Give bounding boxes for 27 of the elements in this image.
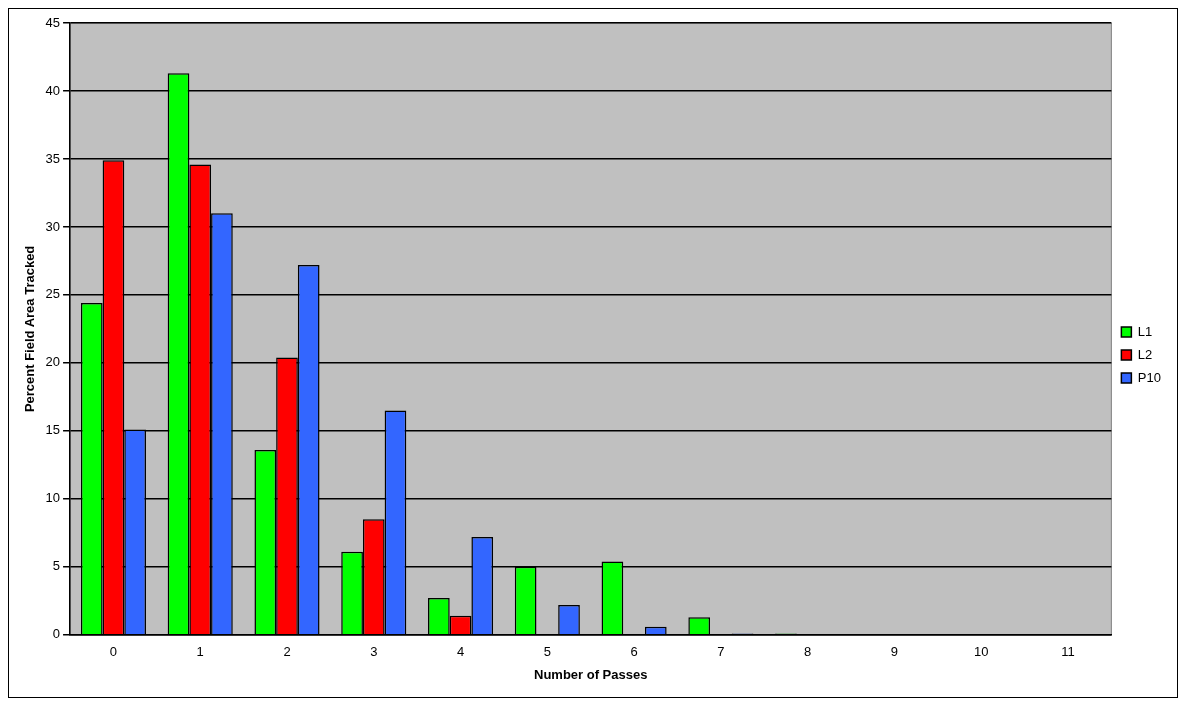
x-tick-label: 11 xyxy=(1061,644,1075,660)
y-tick-label: 10 xyxy=(45,490,61,506)
x-tick-label: 3 xyxy=(370,644,378,660)
x-tick-label: 7 xyxy=(717,644,725,660)
x-tick-label: 2 xyxy=(283,644,291,660)
legend-label: L1 xyxy=(1137,323,1153,339)
x-tick-label: 9 xyxy=(890,644,899,660)
legend-label: L2 xyxy=(1137,346,1153,362)
y-axis-title: Percent Field Area Tracked xyxy=(22,245,38,413)
y-tick-label: 30 xyxy=(45,218,61,234)
x-tick-label: 0 xyxy=(109,644,118,660)
y-tick-label: 45 xyxy=(45,14,61,30)
x-axis-title: Number of Passes xyxy=(534,666,648,682)
x-tick-label: 4 xyxy=(456,644,465,660)
x-tick-label: 10 xyxy=(973,644,989,660)
x-tick-label: 8 xyxy=(804,644,812,660)
y-tick-label: 40 xyxy=(45,82,61,98)
y-tick-label: 25 xyxy=(45,286,61,302)
legend-label: P10 xyxy=(1137,369,1162,385)
x-tick-label: 6 xyxy=(630,644,638,660)
y-tick-label: 15 xyxy=(45,422,61,438)
x-tick-label: 1 xyxy=(196,644,204,660)
x-tick-label: 5 xyxy=(543,644,551,660)
y-tick-label: 5 xyxy=(52,558,61,574)
y-tick-label: 0 xyxy=(52,626,61,642)
y-tick-label: 35 xyxy=(45,150,61,166)
y-tick-label: 20 xyxy=(45,354,61,370)
